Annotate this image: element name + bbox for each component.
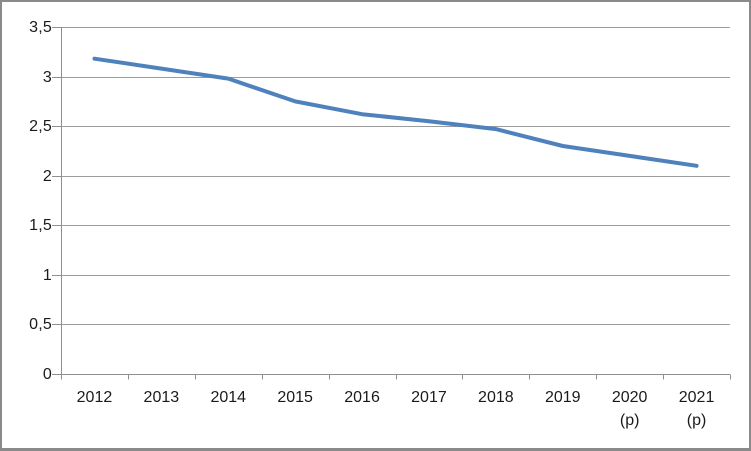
y-tick-label: 2,5: [29, 117, 52, 135]
y-tick-label: 1,5: [29, 216, 52, 234]
x-tick-label: 2021 (p): [678, 389, 715, 429]
x-tick-label: 2017: [411, 389, 447, 406]
y-tick-label: 0,5: [29, 315, 52, 333]
data-series-line: [92, 56, 699, 168]
y-tick-label: 3,5: [29, 18, 52, 36]
x-tick-label: 2020 (p): [611, 389, 648, 429]
y-tick-label: 1: [42, 266, 52, 284]
y-tick-label: 2: [42, 167, 52, 185]
x-tick-label: 2014: [210, 389, 247, 406]
x-tick-label: 2015: [277, 389, 313, 406]
y-tick-label: 3: [42, 68, 52, 86]
x-tick-label: 2016: [344, 389, 380, 406]
x-tick-label: 2012: [76, 389, 113, 406]
x-tick-label: 2019: [544, 389, 581, 406]
x-tick-label: 2018: [478, 389, 514, 406]
y-tick-label: 0: [42, 365, 52, 383]
x-tick-label: 2013: [143, 389, 180, 406]
